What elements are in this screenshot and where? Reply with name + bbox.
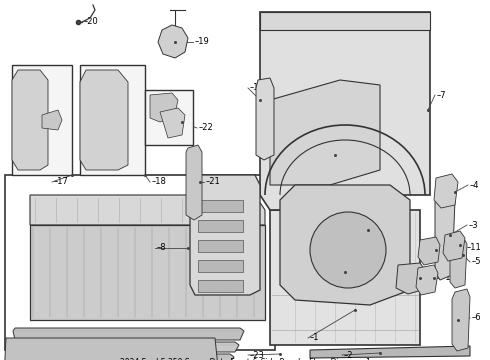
Polygon shape bbox=[435, 192, 455, 280]
Text: –15: –15 bbox=[434, 264, 449, 273]
Polygon shape bbox=[280, 185, 410, 305]
Polygon shape bbox=[150, 93, 178, 122]
Text: –11: –11 bbox=[467, 243, 482, 252]
Bar bbox=[198, 240, 243, 252]
Polygon shape bbox=[260, 12, 430, 30]
Polygon shape bbox=[30, 225, 265, 320]
Polygon shape bbox=[80, 70, 128, 170]
Text: –9: –9 bbox=[443, 238, 452, 247]
Text: –12: –12 bbox=[250, 84, 265, 93]
Polygon shape bbox=[260, 12, 430, 210]
Text: –6: –6 bbox=[472, 314, 482, 323]
Polygon shape bbox=[12, 70, 48, 170]
Bar bbox=[80, 65, 145, 175]
Polygon shape bbox=[443, 231, 465, 261]
Text: –23: –23 bbox=[250, 351, 265, 360]
Polygon shape bbox=[158, 25, 188, 58]
Polygon shape bbox=[42, 110, 62, 130]
Polygon shape bbox=[10, 342, 239, 352]
Polygon shape bbox=[310, 346, 470, 358]
Text: –18: –18 bbox=[152, 177, 167, 186]
Polygon shape bbox=[450, 237, 467, 288]
Text: –7: –7 bbox=[437, 90, 446, 99]
Polygon shape bbox=[452, 289, 470, 351]
Text: –1: –1 bbox=[310, 333, 319, 342]
Polygon shape bbox=[8, 354, 234, 360]
Polygon shape bbox=[434, 174, 458, 208]
Text: –20: –20 bbox=[84, 18, 99, 27]
Bar bbox=[5, 175, 275, 350]
Text: 2024 Ford F-350 Super Duty Front & Side Panels, Floor Diagram 1: 2024 Ford F-350 Super Duty Front & Side … bbox=[120, 358, 370, 360]
Circle shape bbox=[310, 212, 386, 288]
Polygon shape bbox=[190, 175, 260, 295]
Text: –22: –22 bbox=[199, 123, 214, 132]
Polygon shape bbox=[160, 108, 185, 138]
Bar bbox=[198, 260, 243, 272]
Polygon shape bbox=[186, 145, 202, 220]
Bar bbox=[198, 280, 243, 292]
Polygon shape bbox=[418, 237, 440, 265]
Polygon shape bbox=[256, 78, 274, 160]
Polygon shape bbox=[30, 195, 265, 225]
Bar bbox=[198, 220, 243, 232]
Text: –16: –16 bbox=[322, 156, 337, 165]
Polygon shape bbox=[396, 263, 425, 294]
Bar bbox=[145, 90, 193, 145]
Polygon shape bbox=[270, 210, 420, 345]
Polygon shape bbox=[4, 338, 219, 360]
Polygon shape bbox=[416, 265, 438, 295]
Text: –10: –10 bbox=[442, 274, 457, 283]
Text: –21: –21 bbox=[206, 177, 221, 186]
Text: –17: –17 bbox=[54, 177, 69, 186]
Text: –13: –13 bbox=[332, 291, 347, 300]
Polygon shape bbox=[270, 80, 380, 185]
Text: –4: –4 bbox=[470, 180, 480, 189]
Bar bbox=[12, 65, 72, 175]
Text: –14: –14 bbox=[362, 216, 377, 225]
Bar bbox=[198, 200, 243, 212]
Text: –2: –2 bbox=[344, 351, 353, 360]
Text: –8: –8 bbox=[157, 243, 167, 252]
Text: –5: –5 bbox=[472, 257, 482, 266]
Text: –19: –19 bbox=[195, 37, 210, 46]
Text: –3: –3 bbox=[469, 220, 479, 230]
Polygon shape bbox=[13, 328, 244, 340]
